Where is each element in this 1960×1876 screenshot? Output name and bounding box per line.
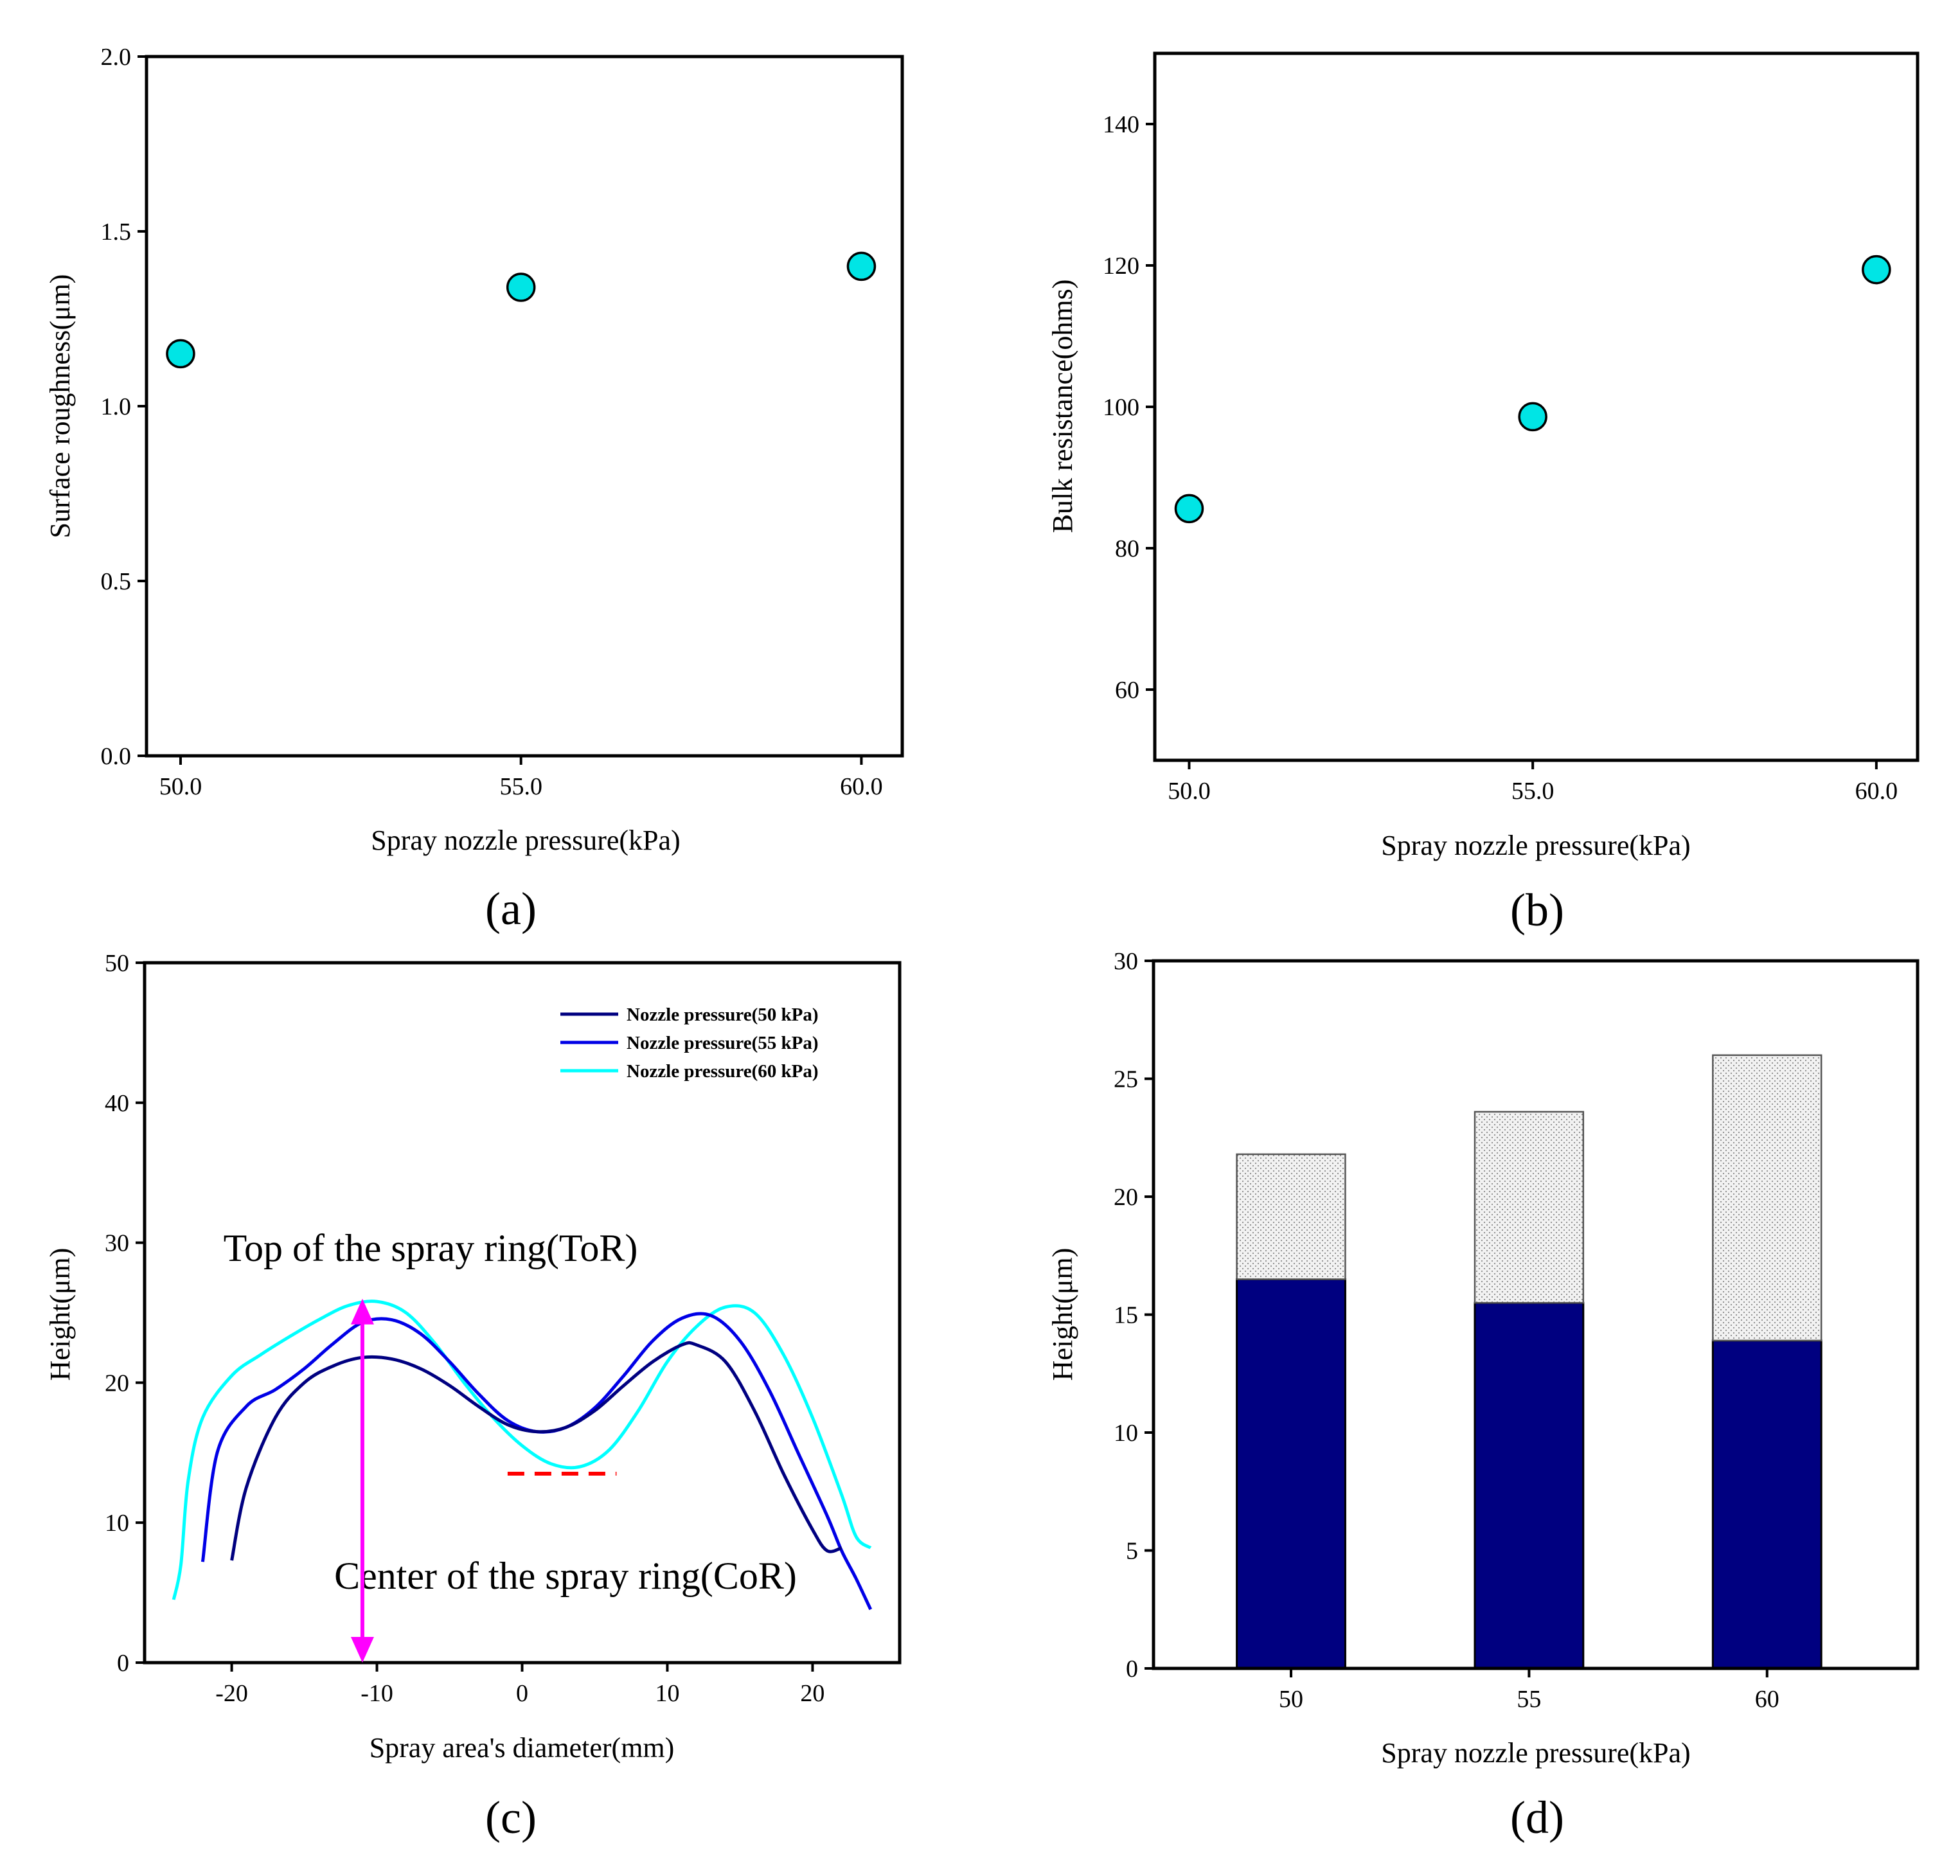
- panel-c-ytick-label: 0: [117, 1650, 129, 1677]
- panel-b-ytick-label: 60: [1115, 677, 1139, 704]
- panel-b-ytick-label: 120: [1103, 253, 1139, 280]
- panel-b-label: (b): [1510, 884, 1564, 936]
- panel-d-label: (d): [1510, 1792, 1564, 1843]
- panel-a-xtick-label: 50.0: [159, 773, 202, 800]
- panel-c-xlabel: Spray area's diameter(mm): [370, 1732, 675, 1764]
- panel-c-xtick-label: 20: [800, 1680, 824, 1707]
- panel-c-ytick-label: 20: [105, 1370, 129, 1397]
- panel-d-xlabel: Spray nozzle pressure(kPa): [1381, 1737, 1690, 1769]
- arrow-head-down-icon: [350, 1637, 374, 1663]
- panel-a-xtick-label: 60.0: [840, 773, 883, 800]
- panel-d-xtick-label: 60: [1755, 1686, 1779, 1713]
- panel-c-ytick-label: 30: [105, 1230, 129, 1257]
- panel-d-ytick-label: 0: [1126, 1656, 1138, 1683]
- panel-c-ytick-label: 10: [105, 1510, 129, 1537]
- panel-a-ytick-label: 1.0: [101, 393, 132, 420]
- panel-b-data-point: [1174, 494, 1204, 524]
- series-line-60kpa: [172, 1300, 872, 1600]
- legend-entry: Nozzle pressure(50 kPa): [627, 1005, 819, 1025]
- legend-entry: Nozzle pressure(60 kPa): [627, 1061, 819, 1082]
- panel-c-xtick-label: -10: [361, 1680, 393, 1707]
- panel-a-ytick-label: 1.5: [101, 219, 132, 246]
- panel-b-xlabel: Spray nozzle pressure(kPa): [1381, 830, 1690, 861]
- bar-cor-segment: [1711, 1339, 1822, 1670]
- bar-cor-segment: [1474, 1301, 1585, 1670]
- arrow-head-up-icon: [350, 1298, 374, 1325]
- panel-a-label: (a): [485, 883, 537, 934]
- panel-d-ytick-label: 30: [1114, 948, 1138, 975]
- panel-a-xtick-label: 55.0: [499, 773, 542, 800]
- panel-d-xtick-label: 55: [1517, 1686, 1541, 1713]
- panel-d-stacked-bars: Spray nozzle pressure(kPa) Height(μm) (d…: [1047, 948, 1920, 1843]
- bar-tor-segment: [1712, 1054, 1822, 1342]
- panel-b-data-point: [1862, 255, 1891, 285]
- panel-b-ytick-label: 80: [1115, 535, 1139, 562]
- panel-b-xtick-label: 60.0: [1855, 778, 1898, 805]
- panel-a-ylabel: Surface roughness(μm): [44, 274, 76, 539]
- panel-a-data-point: [166, 339, 195, 369]
- panel-c-height-profile: Spray area's diameter(mm) Height(μm) (c)…: [44, 950, 902, 1843]
- panel-a-ytick-label: 2.0: [101, 44, 132, 71]
- panel-b-bulk-resistance: Spray nozzle pressure(kPa) Bulk resistan…: [1047, 51, 1920, 936]
- panel-d-xtick-label: 50: [1279, 1686, 1303, 1713]
- legend-entry: Nozzle pressure(55 kPa): [627, 1033, 819, 1053]
- panel-a-ytick-label: 0.5: [101, 568, 132, 595]
- panel-c-ytick-label: 50: [105, 950, 129, 977]
- bar-cor-segment: [1236, 1278, 1346, 1670]
- panel-c-xtick-label: 0: [516, 1680, 528, 1707]
- panel-d-ytick-label: 20: [1114, 1184, 1138, 1211]
- panel-c-ytick-label: 40: [105, 1090, 129, 1117]
- panel-c-label: (c): [485, 1792, 537, 1843]
- series-line-50kpa: [230, 1341, 842, 1561]
- panel-a-data-point: [846, 251, 877, 281]
- tor-annotation: Top of the spray ring(ToR): [224, 1227, 638, 1269]
- panel-b-xtick-label: 55.0: [1511, 778, 1555, 805]
- panel-a-xlabel: Spray nozzle pressure(kPa): [371, 825, 680, 856]
- panel-a-plot-frame: [145, 55, 904, 758]
- panel-d-ytick-label: 25: [1114, 1066, 1138, 1093]
- panel-a-ytick-label: 0.0: [101, 743, 132, 770]
- panel-b-ytick-label: 100: [1103, 394, 1139, 421]
- panel-d-ytick-label: 10: [1114, 1420, 1138, 1447]
- panel-a-data-point: [506, 272, 536, 302]
- panel-d-ylabel: Height(μm): [1047, 1248, 1078, 1381]
- panel-c-xtick-label: -20: [215, 1680, 248, 1707]
- panel-d-ytick-label: 15: [1114, 1302, 1138, 1329]
- panel-a-surface-roughness: Spray nozzle pressure(kPa) Surface rough…: [44, 44, 904, 934]
- panel-c-ylabel: Height(μm): [44, 1248, 76, 1381]
- bar-tor-segment: [1236, 1153, 1346, 1280]
- panel-b-xtick-label: 50.0: [1168, 778, 1211, 805]
- panel-b-ytick-label: 140: [1103, 111, 1139, 138]
- bar-tor-segment: [1474, 1111, 1585, 1304]
- panel-c-xtick-label: 10: [655, 1680, 679, 1707]
- panel-b-data-point: [1518, 402, 1547, 432]
- cor-annotation: Center of the spray ring(CoR): [334, 1555, 797, 1597]
- panel-d-ytick-label: 5: [1126, 1538, 1138, 1565]
- panel-b-ylabel: Bulk resistance(ohms): [1047, 280, 1078, 533]
